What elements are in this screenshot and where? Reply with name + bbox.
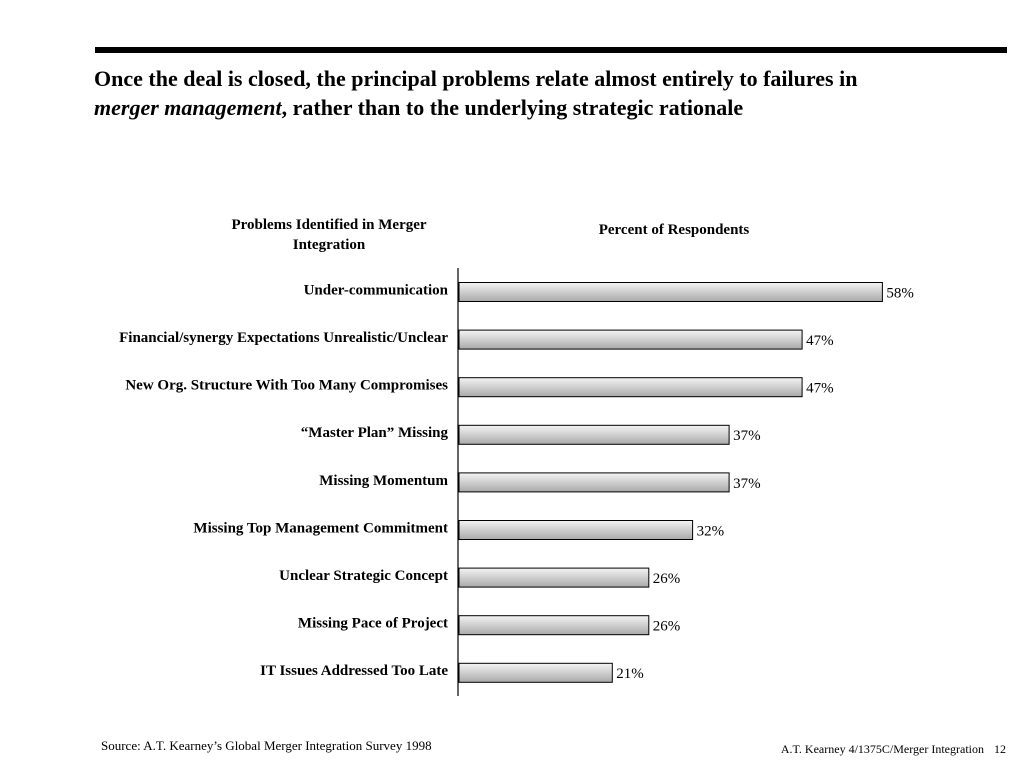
value-label: 26% xyxy=(653,571,681,587)
title-text-part1: Once the deal is closed, the principal p… xyxy=(94,66,858,91)
category-label: “Master Plan” Missing xyxy=(301,425,449,441)
footer-reference: A.T. Kearney 4/1375C/Merger Integration 1… xyxy=(781,741,1006,757)
bar xyxy=(458,377,803,398)
footer-doc-ref: A.T. Kearney 4/1375C/Merger Integration xyxy=(780,742,984,756)
category-label: Missing Top Management Commitment xyxy=(193,520,448,536)
category-label: Missing Pace of Project xyxy=(298,616,448,632)
bar xyxy=(458,662,613,683)
bar xyxy=(458,282,883,302)
bar xyxy=(458,567,650,588)
category-label: Unclear Strategic Concept xyxy=(279,568,448,584)
value-label: 47% xyxy=(806,381,834,397)
value-column-header: Percent of Respondents xyxy=(598,222,750,238)
category-label: IT Issues Addressed Too Late xyxy=(260,663,448,679)
value-label: 47% xyxy=(806,333,834,349)
value-label: 26% xyxy=(653,619,681,635)
value-label: 58% xyxy=(886,285,914,301)
source-note: Source: A.T. Kearney’s Global Merger Int… xyxy=(101,738,432,753)
top-rule xyxy=(95,47,1007,53)
value-label: 37% xyxy=(733,476,761,492)
bar xyxy=(458,615,650,636)
bars-group: Under-communication 58% Financial/synergy … xyxy=(119,282,914,683)
value-label: 37% xyxy=(733,428,761,444)
bar xyxy=(458,520,694,540)
bar xyxy=(458,472,730,493)
title-text-part2: , rather than to the underlying strategi… xyxy=(281,95,744,120)
value-label: 32% xyxy=(697,523,725,539)
value-label: 21% xyxy=(616,666,644,682)
bar xyxy=(458,329,803,350)
page-number: 12 xyxy=(994,742,1006,756)
bar xyxy=(458,424,730,445)
category-label: Financial/synergy Expectations Unrealist… xyxy=(119,330,448,346)
slide-title: Once the deal is closed, the principal p… xyxy=(94,64,1014,122)
category-column-header: Problems Identified in Merger Integratio… xyxy=(231,217,427,253)
category-label: Under-communication xyxy=(304,282,449,298)
category-label: New Org. Structure With Too Many Comprom… xyxy=(125,378,448,394)
title-emphasis: merger management xyxy=(94,95,282,120)
category-label: Missing Momentum xyxy=(319,473,448,489)
